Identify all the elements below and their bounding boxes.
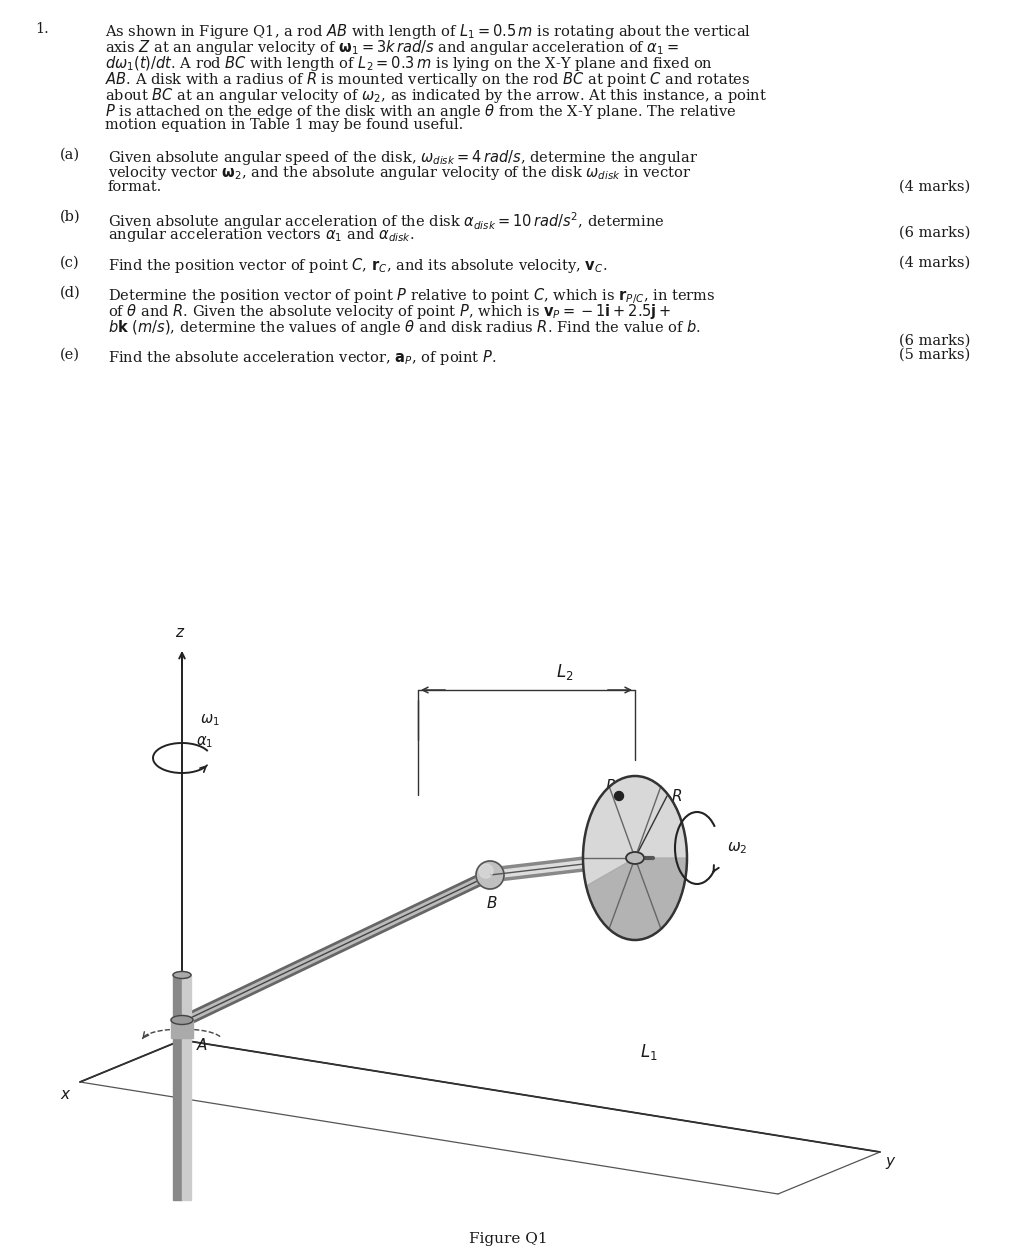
Text: Given absolute angular acceleration of the disk $\alpha_{disk} = 10\,rad/s^2$, d: Given absolute angular acceleration of t… [108,209,664,232]
Text: (a): (a) [60,148,80,162]
Text: (b): (b) [60,209,80,224]
Text: $B$: $B$ [487,895,498,910]
Text: $y$: $y$ [885,1155,896,1171]
Text: Find the position vector of point $C$, $\mathbf{r}_C$, and its absolute velocity: Find the position vector of point $C$, $… [108,256,608,275]
Text: 1.: 1. [35,23,49,36]
Text: axis $Z$ at an angular velocity of $\mathbf{\omega}_1 = 3k\,rad/s$ and angular a: axis $Z$ at an angular velocity of $\mat… [105,38,679,56]
Text: about $BC$ at an angular velocity of $\omega_2$, as indicated by the arrow. At t: about $BC$ at an angular velocity of $\o… [105,87,767,105]
Text: (e): (e) [60,349,80,362]
Text: Find the absolute acceleration vector, $\mathbf{a}_P$, of point $P$.: Find the absolute acceleration vector, $… [108,349,497,367]
Text: velocity vector $\mathbf{\omega}_2$, and the absolute angular velocity of the di: velocity vector $\mathbf{\omega}_2$, and… [108,164,691,182]
Text: $AB$. A disk with a radius of $R$ is mounted vertically on the rod $BC$ at point: $AB$. A disk with a radius of $R$ is mou… [105,70,751,89]
Text: $\theta$: $\theta$ [615,846,625,861]
Text: (6 marks): (6 marks) [898,334,970,349]
Text: $A$: $A$ [196,1037,208,1053]
Text: $z$: $z$ [175,626,185,640]
Polygon shape [173,976,182,1200]
Ellipse shape [171,1016,193,1025]
Text: (4 marks): (4 marks) [899,181,970,194]
Text: $L_2$: $L_2$ [556,662,573,682]
Text: of $\theta$ and $R$. Given the absolute velocity of point $P$, which is $\mathbf: of $\theta$ and $R$. Given the absolute … [108,302,672,321]
Text: $C$: $C$ [643,868,655,884]
Text: Figure Q1: Figure Q1 [468,1231,548,1246]
Text: $R$: $R$ [671,788,682,804]
Text: $\omega_1$: $\omega_1$ [200,712,219,727]
Ellipse shape [583,776,687,940]
Text: $P$: $P$ [605,777,616,794]
Text: (d): (d) [60,286,80,300]
Text: Given absolute angular speed of the disk, $\omega_{disk} = 4\,rad/s$, determine : Given absolute angular speed of the disk… [108,148,698,167]
Text: $x$: $x$ [61,1088,72,1102]
Circle shape [477,861,504,889]
Polygon shape [171,1020,193,1038]
Text: $P$ is attached on the edge of the disk with an angle $\theta$ from the X-Y plan: $P$ is attached on the edge of the disk … [105,102,737,120]
Text: $d\omega_1(t)/dt$. A rod $BC$ with length of $L_2 = 0.3\,m$ is lying on the X-Y : $d\omega_1(t)/dt$. A rod $BC$ with lengt… [105,54,713,73]
Ellipse shape [173,972,191,978]
Text: $\alpha_1$: $\alpha_1$ [196,734,213,750]
Text: angular acceleration vectors $\alpha_1$ and $\alpha_{disk}$.: angular acceleration vectors $\alpha_1$ … [108,226,415,245]
Text: (6 marks): (6 marks) [898,226,970,240]
Circle shape [479,864,493,878]
Text: motion equation in Table 1 may be found useful.: motion equation in Table 1 may be found … [105,118,463,132]
Text: $\omega_2$: $\omega_2$ [727,840,748,855]
Text: $b\mathbf{k}$ $(m/s)$, determine the values of angle $\theta$ and disk radius $R: $b\mathbf{k}$ $(m/s)$, determine the val… [108,319,701,337]
Text: $L_1$: $L_1$ [640,1042,657,1062]
Polygon shape [586,858,687,940]
Text: (c): (c) [60,256,79,270]
Text: (4 marks): (4 marks) [899,256,970,270]
Text: format.: format. [108,181,163,194]
Polygon shape [182,976,191,1200]
Circle shape [615,791,624,800]
Text: (5 marks): (5 marks) [899,349,970,362]
Ellipse shape [626,851,644,864]
Text: As shown in Figure Q1, a rod $AB$ with length of $L_1 = 0.5\,m$ is rotating abou: As shown in Figure Q1, a rod $AB$ with l… [105,23,751,41]
Text: Determine the position vector of point $P$ relative to point $C$, which is $\mat: Determine the position vector of point $… [108,286,715,306]
